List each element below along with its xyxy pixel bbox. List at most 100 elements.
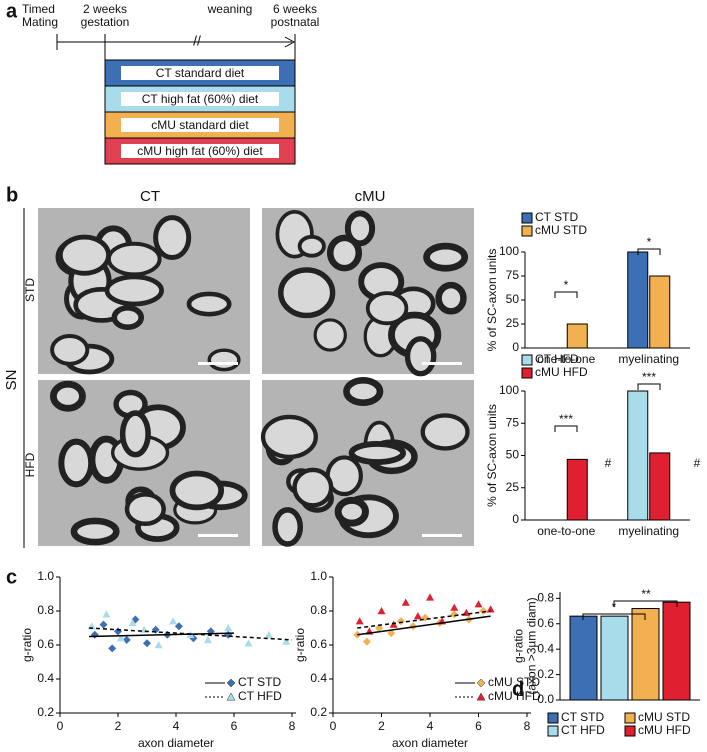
- point: [377, 607, 386, 615]
- point: [426, 593, 434, 601]
- significance: **: [641, 587, 651, 601]
- legend-swatch: [624, 712, 636, 724]
- point: [401, 598, 410, 606]
- significance-bracket: [613, 600, 678, 607]
- significance-bracket: [637, 383, 661, 390]
- point: [224, 630, 233, 639]
- y-tick-label: 25: [506, 316, 520, 330]
- axon: [106, 241, 162, 277]
- legend-label: CT STD: [238, 675, 281, 689]
- legend-label: cMU STD: [638, 710, 690, 724]
- group-label-box: [121, 92, 279, 106]
- point: [355, 617, 364, 625]
- x-tick-label: 4: [173, 719, 180, 733]
- y-tick-label: 0.8: [310, 603, 327, 617]
- x-tick-label: one-to-one: [537, 352, 595, 366]
- micrograph: [38, 380, 250, 546]
- y-tick-label: 75: [506, 268, 520, 282]
- point: [486, 605, 495, 613]
- x-axis-label: axon diameter: [138, 736, 214, 750]
- y-tick-label: 0.6: [310, 637, 327, 651]
- event-label: Timed: [22, 2, 55, 16]
- scale-bar: [198, 362, 238, 365]
- legend-label: CT STD: [561, 710, 604, 724]
- break-mark: //: [193, 33, 201, 49]
- bar: [662, 601, 691, 701]
- x-axis-label: axon diameter: [392, 736, 468, 750]
- significance-bracket: [554, 291, 578, 298]
- x-tick-label: myelinating: [618, 352, 679, 366]
- legend-marker: [476, 678, 486, 688]
- significance-bracket: [582, 613, 646, 620]
- bar: [566, 323, 588, 349]
- group-label: CT standard diet: [156, 66, 245, 80]
- axon: [297, 234, 326, 258]
- point: [169, 617, 178, 625]
- column-label: cMU: [355, 188, 386, 205]
- point: [362, 637, 371, 646]
- significance-bracket: [637, 248, 661, 255]
- axon: [326, 234, 363, 272]
- row-group-label: SN: [3, 370, 20, 391]
- y-tick-label: 1.0: [37, 569, 54, 583]
- point: [108, 644, 117, 653]
- bar: [627, 390, 649, 521]
- x-tick-label: 6: [231, 719, 238, 733]
- axon: [420, 413, 470, 451]
- legend-swatch: [547, 712, 559, 724]
- y-tick-label: 0.4: [37, 671, 54, 685]
- y-tick-label: 0.6: [37, 637, 54, 651]
- group-label: CT high fat (60%) diet: [142, 92, 259, 106]
- y-axis-label: (axon >3µm diam): [525, 597, 539, 694]
- legend-label: cMU HFD: [488, 689, 541, 703]
- point: [264, 630, 273, 638]
- legend-label: cMU STD: [535, 223, 587, 237]
- axon: [50, 334, 90, 366]
- point: [479, 607, 488, 615]
- y-tick-label: 75: [506, 415, 520, 429]
- row-label: HFD: [23, 452, 37, 477]
- axon: [169, 470, 224, 511]
- point: [143, 639, 151, 648]
- group-label-box: [121, 66, 279, 80]
- axon: [111, 305, 144, 330]
- x-tick-label: 8: [524, 719, 531, 733]
- significance-bracket: [554, 425, 578, 432]
- y-tick-label: 100: [499, 383, 519, 397]
- point: [90, 630, 99, 639]
- x-tick-label: 0: [57, 719, 64, 733]
- event-label: 6 weeks: [273, 2, 317, 16]
- scale-bar: [198, 534, 238, 537]
- axon: [272, 507, 304, 547]
- group-label: cMU high fat (60%) diet: [137, 144, 263, 158]
- panel-label: d: [512, 678, 524, 700]
- y-tick-label: 0.8: [37, 603, 54, 617]
- legend-marker: [476, 692, 486, 701]
- axon: [119, 410, 151, 458]
- legend-label: cMU HFD: [638, 723, 691, 737]
- axon: [70, 517, 120, 546]
- bar: [649, 275, 671, 349]
- group-label-box: [121, 144, 279, 158]
- axon: [404, 336, 437, 377]
- panel-label: c: [6, 566, 17, 588]
- legend-swatch: [521, 354, 533, 366]
- micrographs: CT cMU SN STD HFD: [3, 188, 385, 548]
- y-tick-label: 0: [512, 512, 519, 526]
- bar: [631, 608, 660, 701]
- axon: [58, 438, 95, 488]
- x-tick-label: 0: [330, 719, 337, 733]
- point: [387, 629, 396, 638]
- y-axis-label: g-ratio: [512, 629, 526, 663]
- x-tick-label: one-to-one: [537, 524, 595, 538]
- axon: [343, 376, 384, 407]
- legend-label: cMU STD: [488, 675, 540, 689]
- point: [396, 617, 405, 626]
- point: [244, 639, 253, 647]
- legend-label: CT HFD: [535, 352, 579, 366]
- point: [122, 635, 131, 644]
- group-label-box: [121, 118, 279, 132]
- axon: [260, 414, 318, 459]
- bar: [627, 251, 649, 349]
